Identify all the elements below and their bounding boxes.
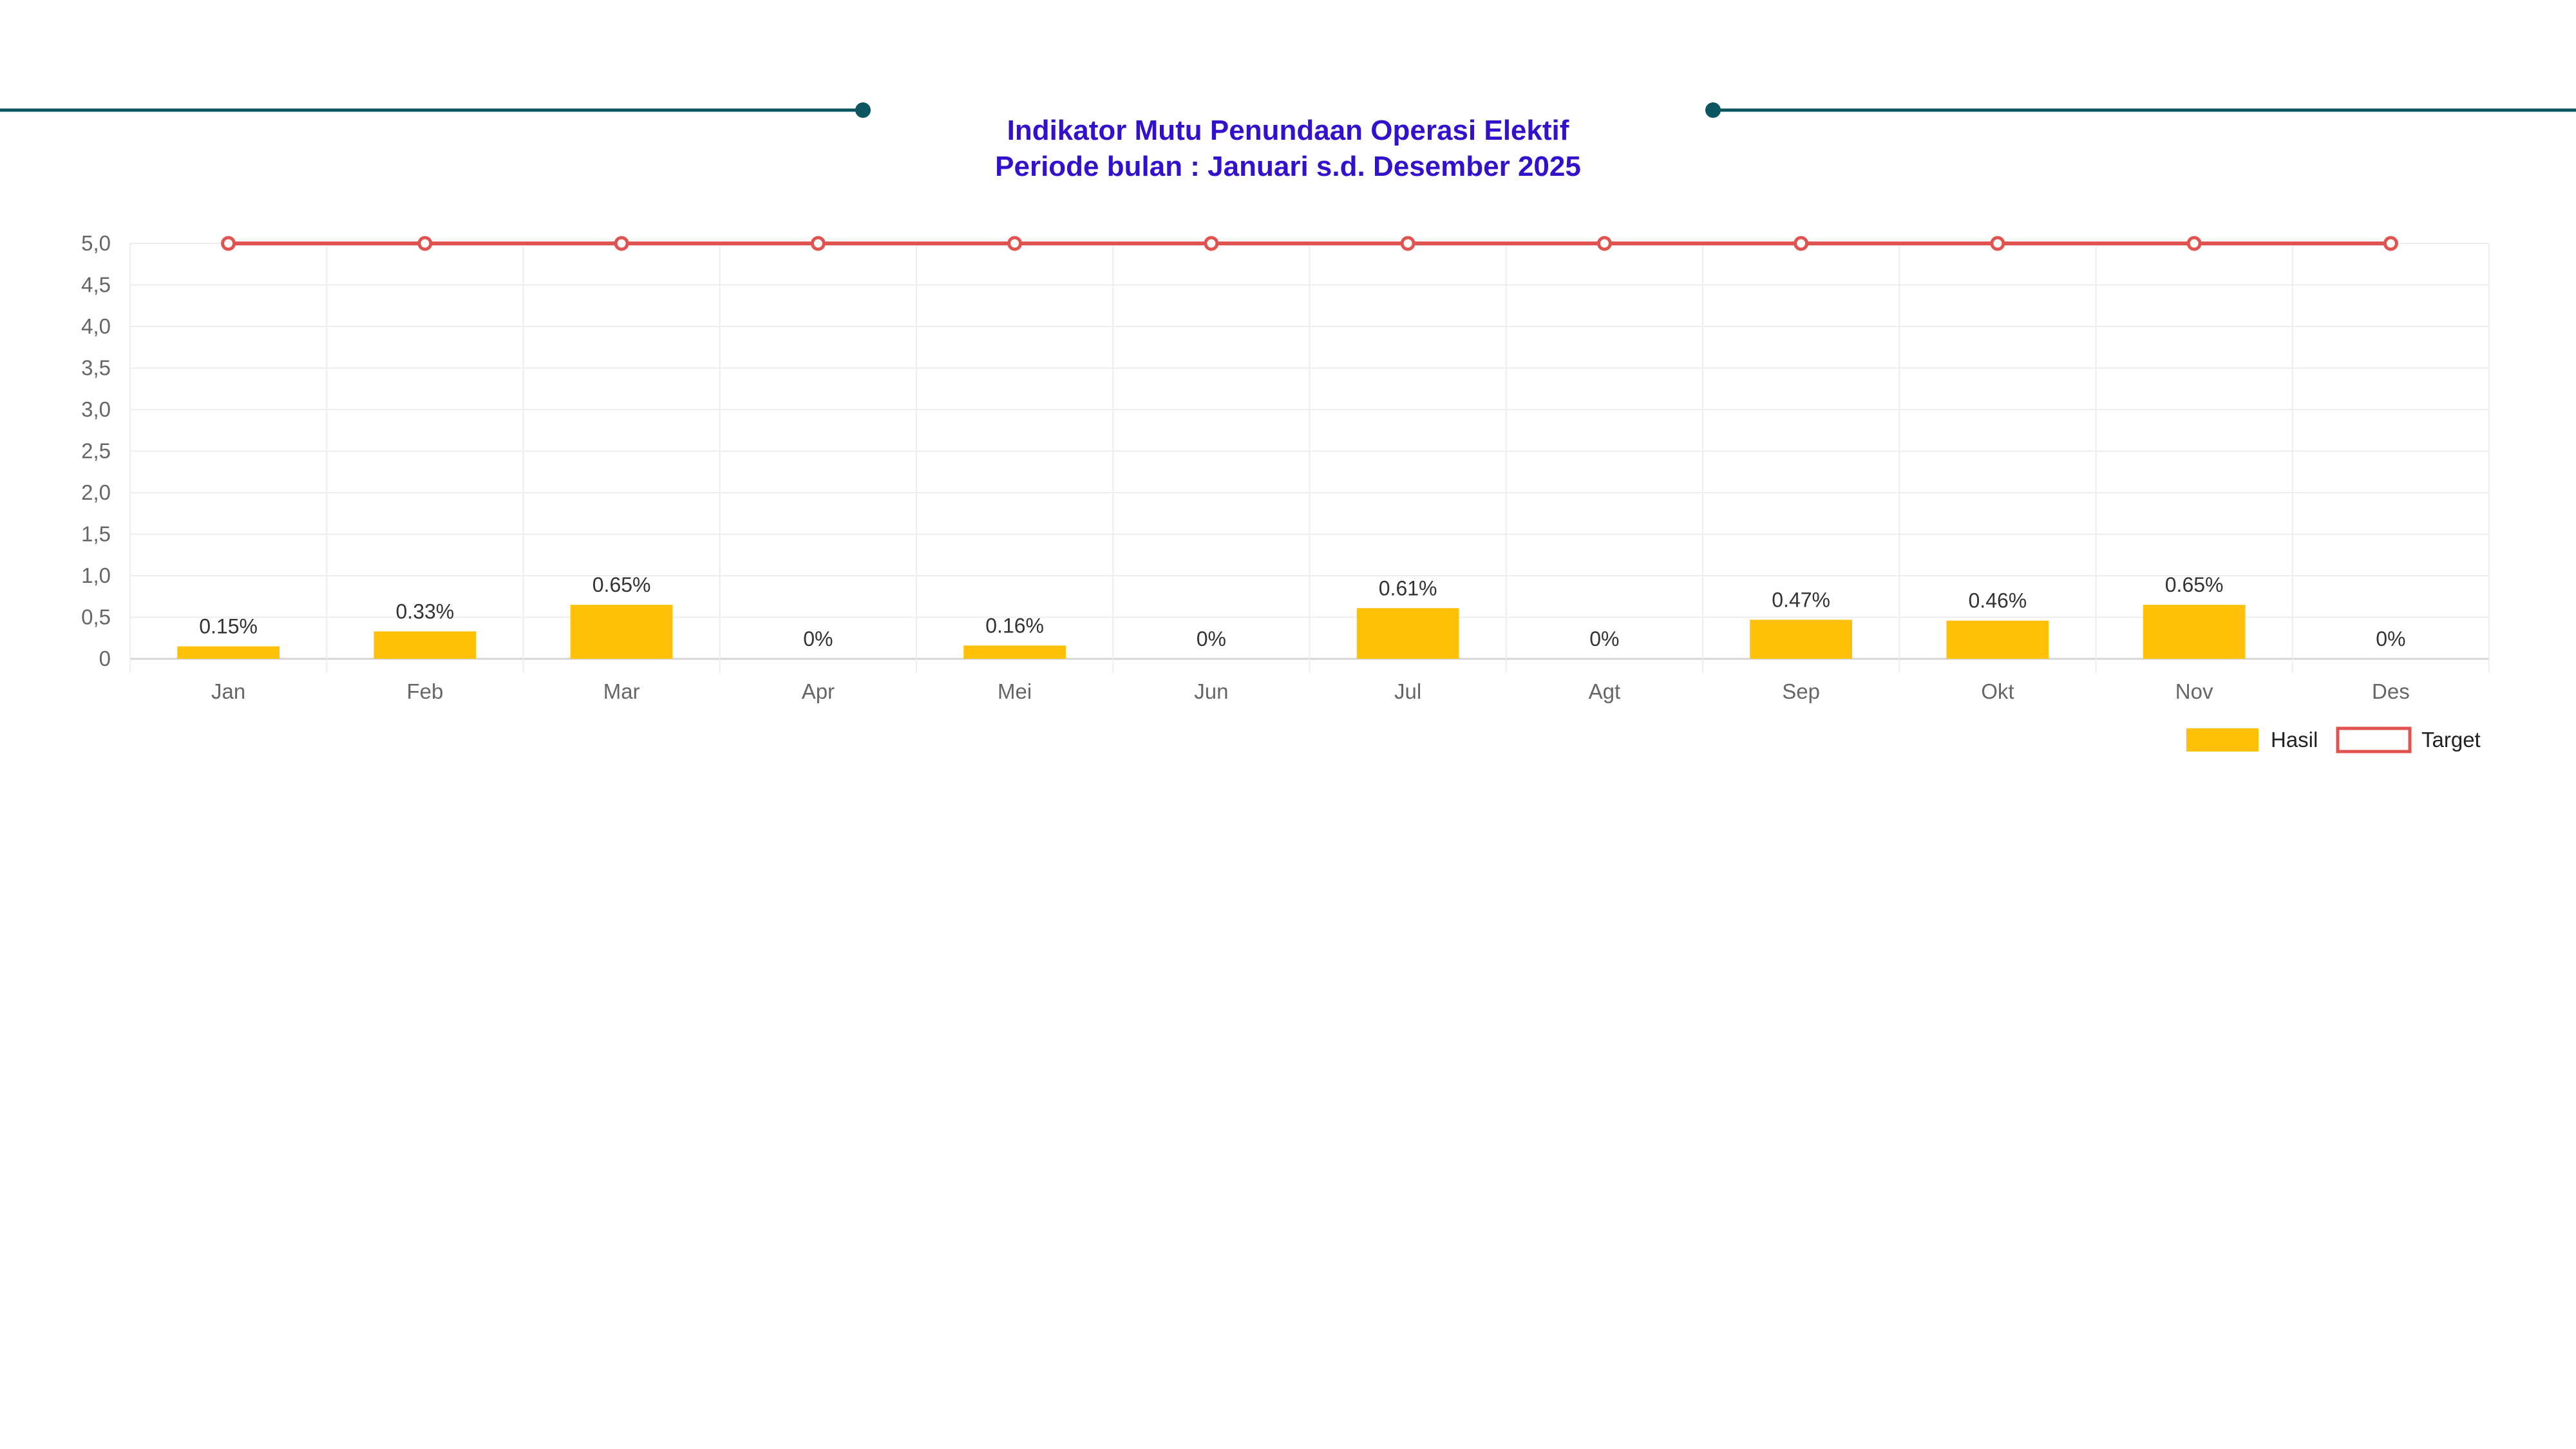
header-decoration bbox=[0, 102, 2576, 118]
hasil-data-label: 0.46% bbox=[1969, 589, 2027, 612]
hasil-data-label: 0.16% bbox=[985, 614, 1044, 637]
header-dot-left bbox=[855, 102, 871, 118]
x-tick-label: Sep bbox=[1782, 679, 1820, 703]
hasil-bar bbox=[1356, 608, 1459, 659]
target-line-series bbox=[221, 236, 2398, 251]
hasil-data-label: 0% bbox=[1589, 627, 1619, 650]
hasil-bars bbox=[177, 605, 2246, 659]
legend-swatch-hasil bbox=[2186, 728, 2259, 752]
hasil-data-label: 0% bbox=[2376, 627, 2405, 650]
chart-title-line1: Indikator Mutu Penundaan Operasi Elektif bbox=[1007, 115, 1569, 146]
x-tick-label: Mei bbox=[998, 679, 1032, 703]
x-tick-label: Nov bbox=[2175, 679, 2213, 703]
y-tick-label: 0 bbox=[99, 647, 111, 670]
legend-label-hasil: Hasil bbox=[2271, 728, 2318, 752]
hasil-data-label: 0.65% bbox=[592, 573, 651, 596]
x-tick-label: Jan bbox=[211, 679, 245, 703]
y-tick-label: 1,0 bbox=[81, 564, 111, 587]
hasil-bar-labels: 0.15% 0.33% 0.65% 0% 0.16% 0% 0.61% 0% 0.47% 0.46… bbox=[199, 573, 2405, 650]
y-tick-label: 4,5 bbox=[81, 273, 111, 297]
y-tick-label: 0,5 bbox=[81, 605, 111, 629]
y-tick-label: 5,0 bbox=[81, 231, 111, 255]
hasil-bar bbox=[374, 631, 477, 659]
x-tick-label: Des bbox=[2372, 679, 2410, 703]
hasil-bar bbox=[2143, 605, 2246, 659]
legend-label-target: Target bbox=[2421, 728, 2481, 752]
target-point bbox=[810, 236, 826, 251]
target-point bbox=[1007, 236, 1023, 251]
chart-title-line2: Periode bulan : Januari s.d. Desember 20… bbox=[995, 151, 1581, 182]
header-dot-right bbox=[1705, 102, 1721, 118]
y-tick-label: 3,5 bbox=[81, 356, 111, 380]
legend-swatch-target bbox=[2336, 726, 2412, 753]
target-point bbox=[2186, 236, 2202, 251]
hasil-bar bbox=[963, 645, 1066, 659]
y-tick-label: 2,0 bbox=[81, 480, 111, 504]
chart-grid bbox=[129, 243, 2490, 673]
hasil-data-label: 0% bbox=[1197, 627, 1226, 650]
x-tick-label: Okt bbox=[1981, 679, 2014, 703]
target-point bbox=[614, 236, 629, 251]
x-tick-label: Mar bbox=[603, 679, 640, 703]
target-point bbox=[2383, 236, 2398, 251]
target-point bbox=[1596, 236, 1612, 251]
y-tick-label: 4,0 bbox=[81, 314, 111, 338]
x-tick-label: Agt bbox=[1589, 679, 1621, 703]
x-tick-label: Jul bbox=[1394, 679, 1421, 703]
target-point bbox=[221, 236, 236, 251]
x-tick-label: Apr bbox=[802, 679, 835, 703]
hasil-bar bbox=[1750, 620, 1852, 659]
y-tick-label: 3,0 bbox=[81, 397, 111, 421]
target-point bbox=[1794, 236, 1809, 251]
target-point bbox=[417, 236, 433, 251]
hasil-bar bbox=[570, 605, 673, 659]
chart-title: Indikator Mutu Penundaan Operasi Elektif… bbox=[773, 113, 1803, 185]
hasil-data-label: 0.47% bbox=[1772, 588, 1830, 611]
x-axis: Jan Feb Mar Apr Mei Jun Jul Agt Sep Okt Nov Des bbox=[211, 679, 2410, 703]
hasil-bar bbox=[177, 646, 279, 659]
y-tick-label: 2,5 bbox=[81, 439, 111, 463]
hasil-data-label: 0.61% bbox=[1379, 576, 1437, 600]
x-tick-label: Feb bbox=[406, 679, 443, 703]
chart-legend[interactable]: Hasil Target bbox=[2186, 726, 2481, 753]
target-point bbox=[1400, 236, 1416, 251]
hasil-data-label: 0.65% bbox=[2165, 573, 2224, 596]
x-tick-label: Jun bbox=[1194, 679, 1228, 703]
hasil-data-label: 0.33% bbox=[396, 600, 455, 623]
y-axis: 0 0,5 1,0 1,5 2,0 2,5 3,0 3,5 4,0 4,5 5,0 bbox=[81, 231, 111, 670]
target-point bbox=[1204, 236, 1219, 251]
y-tick-label: 1,5 bbox=[81, 522, 111, 546]
hasil-bar bbox=[1946, 620, 2049, 659]
hasil-data-label: 0.15% bbox=[199, 615, 258, 638]
hasil-data-label: 0% bbox=[803, 627, 833, 650]
target-point bbox=[1990, 236, 2005, 251]
